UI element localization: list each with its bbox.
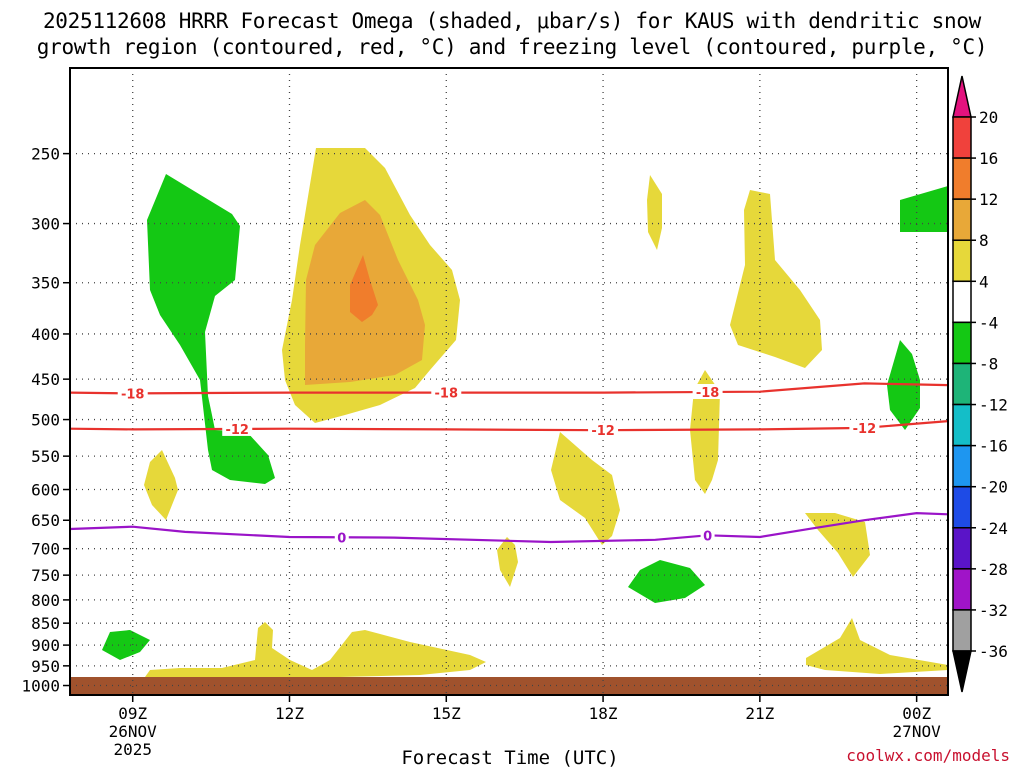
omega-green-region bbox=[628, 560, 705, 603]
x-axis-title: Forecast Time (UTC) bbox=[401, 747, 618, 768]
y-tick-label: 500 bbox=[31, 411, 60, 430]
omega-green-region bbox=[102, 630, 150, 660]
colorbar-label: -12 bbox=[979, 396, 1008, 415]
colorbar-swatch bbox=[952, 280, 972, 324]
y-tick-label: 450 bbox=[31, 370, 60, 389]
x-tick-date-label: 27NOV bbox=[893, 722, 942, 741]
x-tick-label: 00Z bbox=[902, 704, 931, 723]
y-tick-label: 750 bbox=[31, 566, 60, 585]
colorbar-swatch bbox=[952, 444, 972, 488]
colorbar-swatch bbox=[952, 198, 972, 241]
y-tick-label: 900 bbox=[31, 636, 60, 655]
y-tick-label: 650 bbox=[31, 511, 60, 530]
colorbar-legend: 20 16 12 8 4 -4 -8 -12 -16 -20 -24 -28 -32 -36 bbox=[952, 75, 1008, 693]
colorbar-label: -16 bbox=[979, 437, 1008, 456]
contour-label-bg bbox=[117, 385, 148, 401]
x-tick-label: 18Z bbox=[589, 704, 618, 723]
colorbar-swatch bbox=[952, 239, 972, 283]
x-tick-label: 12Z bbox=[275, 704, 304, 723]
colorbar-label: 20 bbox=[979, 108, 998, 127]
x-tick-label: 15Z bbox=[432, 704, 461, 723]
y-tick-label: 550 bbox=[31, 447, 60, 466]
y-tick-label: 700 bbox=[31, 540, 60, 559]
contour-label-bg bbox=[222, 420, 253, 436]
colorbar-top-arrow bbox=[952, 75, 972, 118]
y-tick-label: 600 bbox=[31, 481, 60, 500]
dgz-contour-line bbox=[69, 420, 949, 432]
colorbar-bottom-arrow bbox=[952, 650, 972, 693]
colorbar-swatch bbox=[952, 609, 972, 652]
colorbar-label: -8 bbox=[979, 354, 998, 373]
colorbar-label: 12 bbox=[979, 190, 998, 209]
colorbar-swatch bbox=[952, 321, 972, 365]
contour-layer: -18 -18 -18 -12 -12 -12 0 0 bbox=[69, 382, 949, 546]
omega-yellow-region bbox=[647, 175, 662, 250]
colorbar-label: -24 bbox=[979, 519, 1008, 538]
colorbar-label: -28 bbox=[979, 560, 1008, 579]
contour-label: -18 bbox=[696, 386, 720, 401]
colorbar-label: 16 bbox=[979, 149, 998, 168]
y-tick-label: 250 bbox=[31, 145, 60, 164]
y-tick-label: 800 bbox=[31, 591, 60, 610]
colorbar-swatch bbox=[952, 116, 972, 159]
x-tick-year-label: 2025 bbox=[113, 740, 152, 759]
contour-label-bg bbox=[700, 527, 715, 543]
contour-label: -12 bbox=[225, 423, 249, 438]
plot-frame bbox=[69, 67, 949, 696]
contour-label-bg bbox=[334, 529, 349, 545]
dgz-contour-line bbox=[69, 382, 949, 395]
contour-label-bg bbox=[431, 384, 462, 400]
grid-lines bbox=[70, 68, 948, 695]
chart-title-line-1: 2025112608 HRRR Forecast Omega (shaded, … bbox=[42, 9, 982, 33]
colorbar-swatch bbox=[952, 527, 972, 570]
contour-label-bg bbox=[692, 384, 723, 400]
y-axis: 250 300 350 400 450 500 550 600 650 700 750 800 850 9… bbox=[21, 145, 70, 696]
y-tick-label: 300 bbox=[31, 215, 60, 234]
colorbar-label: -20 bbox=[979, 478, 1008, 497]
colorbar-swatch bbox=[952, 568, 972, 611]
x-tick-label: 21Z bbox=[745, 704, 774, 723]
colorbar-swatch bbox=[952, 157, 972, 200]
colorbar-label: 4 bbox=[979, 272, 989, 291]
x-tick-date-label: 26NOV bbox=[109, 722, 158, 741]
y-tick-label: 950 bbox=[31, 657, 60, 676]
colorbar-swatch bbox=[952, 485, 972, 529]
contour-label: 0 bbox=[337, 531, 346, 546]
contour-label-bg bbox=[588, 422, 619, 438]
colorbar-label: -36 bbox=[979, 642, 1008, 661]
contour-label: -18 bbox=[121, 387, 145, 402]
omega-yellow-region bbox=[145, 622, 486, 677]
omega-yellow-region bbox=[497, 537, 518, 587]
contour-label: -12 bbox=[853, 422, 877, 437]
omega-yellow-region bbox=[806, 618, 948, 674]
colorbar-label: -32 bbox=[979, 601, 1008, 620]
omega-green-region bbox=[900, 186, 948, 232]
omega-yellow-region bbox=[730, 190, 822, 368]
contour-label: -12 bbox=[591, 424, 615, 439]
omega-dark-orange-region bbox=[350, 255, 378, 322]
y-tick-label: 850 bbox=[31, 614, 60, 633]
omega-green-region bbox=[147, 174, 275, 484]
omega-yellow-region bbox=[690, 370, 720, 494]
colorbar-swatch bbox=[952, 362, 972, 406]
contour-label-bg bbox=[849, 419, 880, 435]
omega-yellow-region bbox=[551, 432, 620, 545]
omega-yellow-region bbox=[805, 513, 870, 577]
credit-text: coolwx.com/models bbox=[846, 746, 1010, 765]
chart-title-line-2: growth region (contoured, red, °C) and f… bbox=[36, 35, 988, 59]
y-tick-label: 1000 bbox=[21, 677, 60, 696]
contour-label: -18 bbox=[435, 387, 459, 402]
y-tick-label: 350 bbox=[31, 274, 60, 293]
contour-label: 0 bbox=[703, 529, 712, 544]
omega-shading-layer bbox=[102, 148, 948, 677]
colorbar-label: -4 bbox=[979, 313, 998, 332]
omega-yellow-region bbox=[144, 450, 178, 520]
colorbar-swatch bbox=[952, 403, 972, 447]
freezing-level-line bbox=[69, 511, 949, 544]
colorbar-label: 8 bbox=[979, 231, 989, 250]
x-tick-label: 09Z bbox=[118, 704, 147, 723]
y-tick-label: 400 bbox=[31, 325, 60, 344]
